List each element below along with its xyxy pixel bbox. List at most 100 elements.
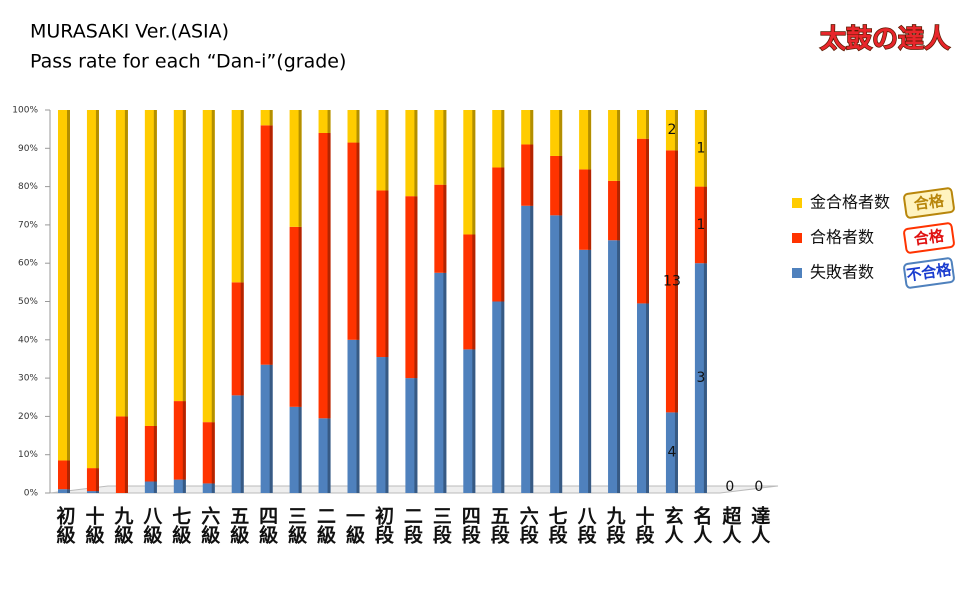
- bar-side: [530, 144, 534, 206]
- logo: 太鼓の達人: [820, 25, 950, 55]
- bar-side: [646, 138, 649, 304]
- x-tick-label: 六段: [517, 505, 539, 545]
- bar-segment: [58, 489, 70, 493]
- count-label: 13: [663, 273, 681, 289]
- legend-swatch: [792, 198, 802, 208]
- bar-side: [472, 349, 476, 493]
- x-tick-label: 五段: [488, 506, 510, 545]
- x-tick-label: 四級: [256, 506, 278, 545]
- bar-side: [501, 301, 505, 493]
- bar-side: [617, 240, 621, 493]
- count-label: 1: [696, 217, 705, 233]
- y-tick-label: 20%: [18, 412, 38, 422]
- count-label: 1: [696, 140, 705, 156]
- bar-side: [153, 425, 157, 482]
- bar-side: [472, 234, 476, 350]
- y-tick-label: 50%: [18, 297, 38, 307]
- x-tick-label: 九段: [604, 506, 627, 545]
- bar-side: [588, 249, 592, 493]
- bar-side: [153, 110, 157, 426]
- bar-side: [67, 460, 70, 490]
- x-tick-label: 達人: [748, 505, 770, 544]
- bar-side: [617, 110, 621, 181]
- bar-side: [443, 272, 447, 493]
- bar-segment: [202, 483, 215, 493]
- bar-side: [414, 378, 418, 493]
- bar-side: [95, 468, 99, 492]
- y-tick-label: 10%: [18, 450, 38, 460]
- legend-swatch: [792, 233, 802, 243]
- bar-side: [646, 303, 649, 493]
- bar-side: [385, 357, 389, 493]
- bar-side: [269, 364, 273, 493]
- bar-side: [501, 110, 505, 168]
- bar-side: [95, 491, 99, 493]
- bar-side: [501, 167, 505, 302]
- bar-side: [240, 110, 244, 283]
- x-tick-label: 五級: [227, 506, 249, 545]
- x-tick-label: 一級: [343, 506, 365, 545]
- bar-side: [240, 282, 244, 396]
- y-tick-label: 70%: [18, 220, 38, 230]
- bar-side: [153, 481, 157, 493]
- bar-side: [182, 479, 186, 493]
- y-tick-label: 90%: [18, 144, 38, 154]
- bar-side: [327, 132, 331, 419]
- bar-side: [414, 196, 418, 379]
- bar-side: [211, 422, 215, 484]
- bar-side: [472, 110, 476, 235]
- bar-side: [703, 186, 707, 264]
- x-tick-label: 二段: [401, 506, 423, 545]
- bar-side: [356, 339, 360, 493]
- bar-side: [646, 110, 649, 139]
- bar-side: [298, 406, 302, 493]
- y-tick-label: 80%: [18, 182, 38, 192]
- bar-side: [674, 412, 678, 493]
- bar-side: [67, 110, 70, 461]
- count-label: 4: [667, 445, 676, 461]
- x-tick-label: 七級: [169, 506, 191, 545]
- badge-label: 合格: [912, 191, 946, 213]
- x-tick-label: 二級: [314, 506, 336, 545]
- bar-side: [269, 110, 273, 126]
- badge-label: 合格: [912, 226, 946, 248]
- bar-side: [703, 263, 707, 493]
- bar-side: [703, 110, 707, 187]
- bar-segment: [144, 481, 157, 493]
- x-tick-label: 九級: [111, 506, 133, 545]
- y-tick-label: 0%: [24, 489, 39, 499]
- bar-side: [327, 110, 331, 133]
- legend-label: 合格者数: [810, 228, 874, 247]
- legend-label: 失敗者数: [810, 263, 874, 282]
- bar-side: [95, 110, 99, 469]
- legend-swatch: [792, 268, 802, 278]
- x-tick-label: 八級: [140, 506, 162, 545]
- bar-side: [674, 150, 678, 413]
- bar-side: [617, 180, 621, 241]
- y-tick-label: 40%: [18, 335, 38, 345]
- x-tick-label: 名人: [690, 505, 712, 544]
- count-label: 0: [754, 479, 763, 495]
- x-tick-label: 初段: [372, 505, 394, 545]
- bar-side: [559, 155, 563, 216]
- bar-side: [124, 110, 128, 417]
- bar-side: [559, 215, 563, 493]
- x-tick-label: 玄人: [661, 505, 683, 544]
- bar-side: [240, 395, 244, 493]
- bar-side: [559, 110, 563, 156]
- bar-side: [269, 125, 273, 365]
- bar-side: [443, 110, 447, 185]
- bar-side: [443, 184, 447, 273]
- bar-side: [211, 110, 215, 423]
- x-tick-label: 十級: [82, 505, 104, 545]
- bar-side: [414, 110, 418, 197]
- bar-side: [356, 142, 360, 340]
- x-tick-label: 七段: [546, 506, 568, 545]
- bar-side: [67, 489, 70, 493]
- bar-side: [588, 169, 592, 250]
- bar-side: [385, 190, 389, 358]
- bar-side: [298, 226, 302, 407]
- x-tick-label: 十段: [633, 505, 655, 545]
- count-label: 2: [667, 122, 676, 138]
